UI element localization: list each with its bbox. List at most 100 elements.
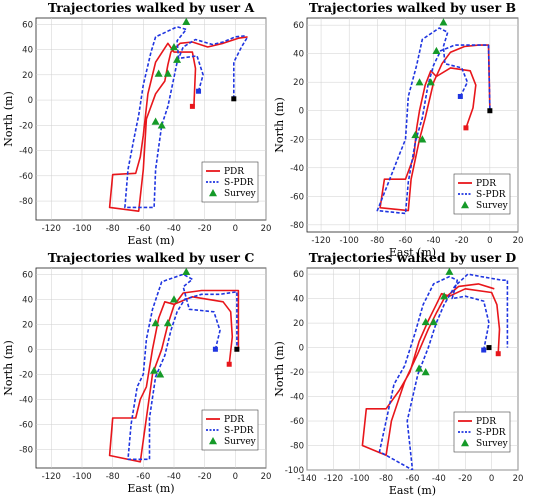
- legend-label-spdr: S-PDR: [476, 190, 506, 200]
- legend-swatch-survey: [461, 439, 469, 447]
- y-tick-label: -40: [290, 393, 304, 403]
- chart-panel-2: -120 -100 -80 -60 -40 -20 0 20 -80 -60 -40 -20 0 20 40…: [273, 0, 523, 259]
- y-axis-label: North (m): [2, 340, 15, 396]
- legend-label-survey: Survey: [476, 201, 509, 211]
- survey-point: [415, 78, 424, 86]
- series-line-path-end: [233, 36, 249, 99]
- survey-point: [440, 292, 449, 300]
- x-tick-label: -80: [379, 474, 393, 484]
- series-line-s-pdr: [378, 273, 509, 470]
- x-tick-label: -120: [42, 224, 61, 234]
- end-marker: [226, 361, 232, 367]
- survey-point: [151, 117, 160, 125]
- x-tick-label: -80: [370, 236, 384, 246]
- y-tick-label: 40: [22, 46, 33, 56]
- y-tick-label: 60: [22, 270, 33, 280]
- x-tick-label: -60: [406, 474, 420, 484]
- y-tick-label: -40: [19, 147, 33, 157]
- survey-point: [151, 319, 160, 327]
- end-marker: [189, 103, 195, 109]
- x-tick-label: 0: [489, 474, 494, 484]
- y-tick-label: 20: [22, 320, 33, 330]
- end-marker: [495, 351, 501, 357]
- y-tick-label: 0: [299, 344, 304, 354]
- x-tick-label: -40: [167, 472, 181, 482]
- x-tick-label: -60: [136, 224, 150, 234]
- chart-title: Trajectories walked by user A: [48, 0, 255, 15]
- y-tick-label: -20: [19, 121, 33, 131]
- survey-point: [156, 370, 165, 378]
- x-tick-label: -40: [427, 236, 441, 246]
- y-tick-label: 20: [293, 319, 304, 329]
- y-tick-label: 40: [22, 295, 33, 305]
- survey-point: [432, 46, 441, 55]
- x-tick-label: -80: [106, 224, 120, 234]
- series-line-s-pdr: [376, 27, 491, 215]
- y-tick-label: -80: [290, 442, 304, 452]
- survey-point: [445, 268, 454, 275]
- survey-point: [418, 135, 427, 143]
- y-tick-label: -80: [19, 445, 33, 455]
- x-tick-label: -40: [432, 474, 446, 484]
- end-marker: [212, 346, 218, 352]
- y-tick-label: 40: [293, 50, 304, 60]
- survey-point: [182, 18, 191, 25]
- end-marker: [463, 125, 469, 131]
- legend-label-survey: Survey: [224, 437, 257, 447]
- end-marker: [486, 345, 492, 351]
- survey-point: [421, 368, 430, 376]
- chart-title: Trajectories walked by user D: [309, 250, 517, 265]
- y-tick-label: -60: [290, 192, 304, 202]
- x-axis-label: East (m): [127, 234, 174, 247]
- legend-label-spdr: S-PDR: [476, 428, 506, 438]
- end-marker: [481, 347, 487, 353]
- y-tick-label: -60: [19, 172, 33, 182]
- y-tick-label: -60: [290, 417, 304, 427]
- series-line-pdr: [379, 44, 491, 212]
- x-tick-label: -20: [455, 236, 469, 246]
- series-line-s-pdr: [124, 25, 247, 209]
- x-tick-label: -100: [72, 224, 91, 234]
- series-layer: [376, 18, 493, 215]
- legend-label-survey: Survey: [224, 189, 257, 199]
- y-tick-label: 20: [293, 78, 304, 88]
- legend-label-pdr: PDR: [224, 415, 244, 425]
- x-tick-label: 0: [233, 472, 238, 482]
- chart-title: Trajectories walked by user C: [48, 250, 255, 265]
- legend-label-spdr: S-PDR: [224, 426, 254, 436]
- y-tick-label: -20: [290, 368, 304, 378]
- chart-panel-3: -120 -100 -80 -60 -40 -20 0 20 -80 -60 -40 -20 0 20 40…: [2, 250, 271, 495]
- x-tick-label: -100: [340, 236, 359, 246]
- y-axis-label: North (m): [273, 341, 286, 397]
- survey-point: [163, 319, 172, 327]
- survey-point: [163, 69, 172, 77]
- legend-label-survey: Survey: [476, 439, 509, 449]
- y-tick-label: 60: [293, 21, 304, 31]
- y-tick-label: -60: [19, 420, 33, 430]
- x-tick-label: -20: [198, 472, 212, 482]
- survey-point: [429, 317, 438, 326]
- legend-label-pdr: PDR: [476, 417, 496, 427]
- y-tick-label: 0: [28, 345, 33, 355]
- survey-point: [182, 268, 191, 275]
- end-marker: [234, 346, 240, 352]
- x-tick-label: -120: [324, 474, 343, 484]
- y-axis-label: North (m): [2, 91, 15, 147]
- chart-panel-4: -140 -120 -100 -80 -60 -40 -20 0 20 -100 -80 -60 -40…: [273, 250, 523, 497]
- x-tick-label: 20: [513, 474, 524, 484]
- x-axis-label: East (m): [389, 484, 436, 497]
- y-tick-label: -80: [290, 221, 304, 231]
- x-tick-label: 20: [261, 224, 272, 234]
- survey-point: [173, 55, 182, 63]
- y-tick-label: -40: [290, 164, 304, 174]
- end-marker: [457, 93, 463, 99]
- y-axis-label: North (m): [273, 97, 286, 153]
- series-layer: [108, 18, 249, 212]
- y-tick-label: 60: [293, 270, 304, 280]
- x-tick-label: -100: [72, 472, 91, 482]
- y-tick-label: 20: [22, 71, 33, 81]
- survey-point: [157, 121, 166, 129]
